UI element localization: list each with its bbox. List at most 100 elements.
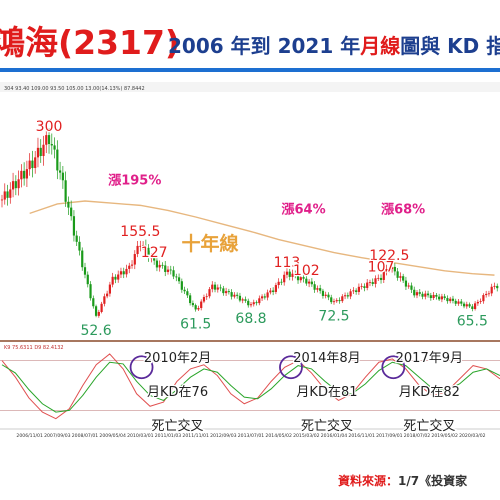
candle-body: [83, 267, 87, 275]
candle-body: [23, 170, 26, 179]
candle-body: [119, 271, 123, 275]
candle-body: [355, 290, 358, 292]
candle-body: [460, 301, 463, 304]
candle-body: [346, 295, 349, 297]
candle-body: [202, 297, 206, 302]
x-tick-label: 2011/01/03: [155, 433, 182, 439]
candle-body: [0, 199, 4, 201]
candle-body: [200, 301, 203, 309]
candle-body: [133, 254, 136, 265]
company-name: 鴻海(2317): [0, 23, 181, 62]
candle-body: [150, 257, 153, 259]
candle-body: [136, 245, 139, 255]
candle-body: [471, 306, 474, 309]
candle-body: [67, 201, 70, 208]
x-tick-label: 2018/07/02: [404, 433, 431, 439]
candle-body: [327, 294, 330, 298]
candle-body: [379, 277, 383, 280]
candle-body: [81, 250, 84, 268]
price-high-label: 122.5: [369, 248, 409, 264]
candle-body: [103, 296, 106, 304]
chart-title: 鴻海(2317) 2006 年到 2021 年月線圖與 KD 指: [0, 2, 500, 68]
candle-body: [144, 245, 147, 248]
candle-body: [258, 298, 261, 304]
candle-body: [161, 264, 164, 266]
candle-body: [108, 284, 111, 294]
x-tick-label: 2008/07/01: [72, 433, 99, 439]
candle-body: [368, 282, 372, 283]
candle-body: [166, 269, 170, 272]
price-high-label: 107: [368, 259, 395, 275]
kd-series-k9: [1, 353, 500, 420]
candle-body: [158, 264, 161, 268]
annotation-kd-value: 月KD在81: [296, 385, 357, 400]
death-cross-circle: [381, 355, 406, 380]
candle-body: [435, 294, 438, 297]
candle-body: [299, 277, 302, 281]
candle-body: [482, 295, 485, 302]
x-tick-label: 2009/05/04: [99, 433, 126, 439]
candle-body: [114, 276, 117, 280]
candle-body: [487, 293, 491, 295]
candle-body: [42, 144, 45, 157]
candle-body: [341, 296, 344, 302]
title-divider: [0, 68, 500, 72]
candle-body: [56, 149, 59, 171]
candle-body: [3, 191, 6, 200]
candle-body: [20, 170, 23, 180]
annotation-kd-value: 月KD在82: [399, 385, 460, 400]
candle-body: [366, 282, 369, 288]
price-high-label: 127: [141, 245, 168, 261]
x-tick-label: 2020/03/02: [459, 433, 486, 439]
candle-body: [94, 306, 98, 316]
candle-body: [17, 179, 20, 189]
rally-percent-label: 漲195%: [108, 173, 161, 188]
kd-series-d9: [1, 361, 500, 413]
x-tick-label: 2007/09/03: [44, 433, 71, 439]
candle-body: [128, 265, 131, 269]
price-header-text: 304 93.40 109.00 93.50 105.00 13.00(14.1…: [4, 86, 145, 92]
kd-header-bar: [0, 342, 500, 350]
x-tick-label: 2016/11/01: [348, 433, 375, 439]
candle-body: [6, 191, 9, 198]
candle-body: [227, 291, 230, 293]
candle-body: [45, 135, 48, 145]
candle-body: [343, 295, 347, 297]
candle-body: [47, 135, 51, 145]
candle-body: [213, 284, 217, 290]
candle-body: [177, 277, 181, 282]
candle-body: [249, 304, 253, 306]
candle-body: [75, 235, 78, 242]
candle-body: [197, 308, 200, 310]
candle-body: [59, 170, 62, 173]
candle-body: [222, 288, 225, 294]
ten-year-ma-line: [29, 200, 495, 276]
candle-body: [294, 273, 297, 276]
candle-body: [382, 271, 385, 280]
candle-body: [374, 278, 377, 284]
candle-body: [241, 299, 244, 301]
candle-body: [465, 304, 468, 307]
candle-body: [117, 274, 120, 280]
candle-body: [288, 271, 291, 277]
candle-body: [233, 294, 236, 297]
candle-body: [493, 285, 496, 287]
candle-body: [191, 303, 194, 306]
candle-body: [429, 295, 432, 299]
candle-body: [407, 285, 410, 287]
candle-body: [208, 289, 211, 297]
x-tick-label: 2019/05/02: [431, 433, 458, 439]
price-high-label: 102: [293, 263, 320, 279]
candle-body: [106, 293, 109, 297]
price-high-label: 113: [274, 255, 301, 271]
candle-body: [186, 291, 189, 296]
candle-body: [402, 276, 405, 281]
candle-body: [155, 260, 159, 268]
price-low-label: 68.8: [235, 311, 266, 327]
candle-body: [363, 286, 366, 288]
candle-body: [424, 293, 427, 297]
candle-body: [443, 296, 446, 299]
candle-body: [255, 302, 258, 304]
candle-body: [25, 169, 28, 179]
annotation-date: 2014年8月: [293, 351, 360, 366]
